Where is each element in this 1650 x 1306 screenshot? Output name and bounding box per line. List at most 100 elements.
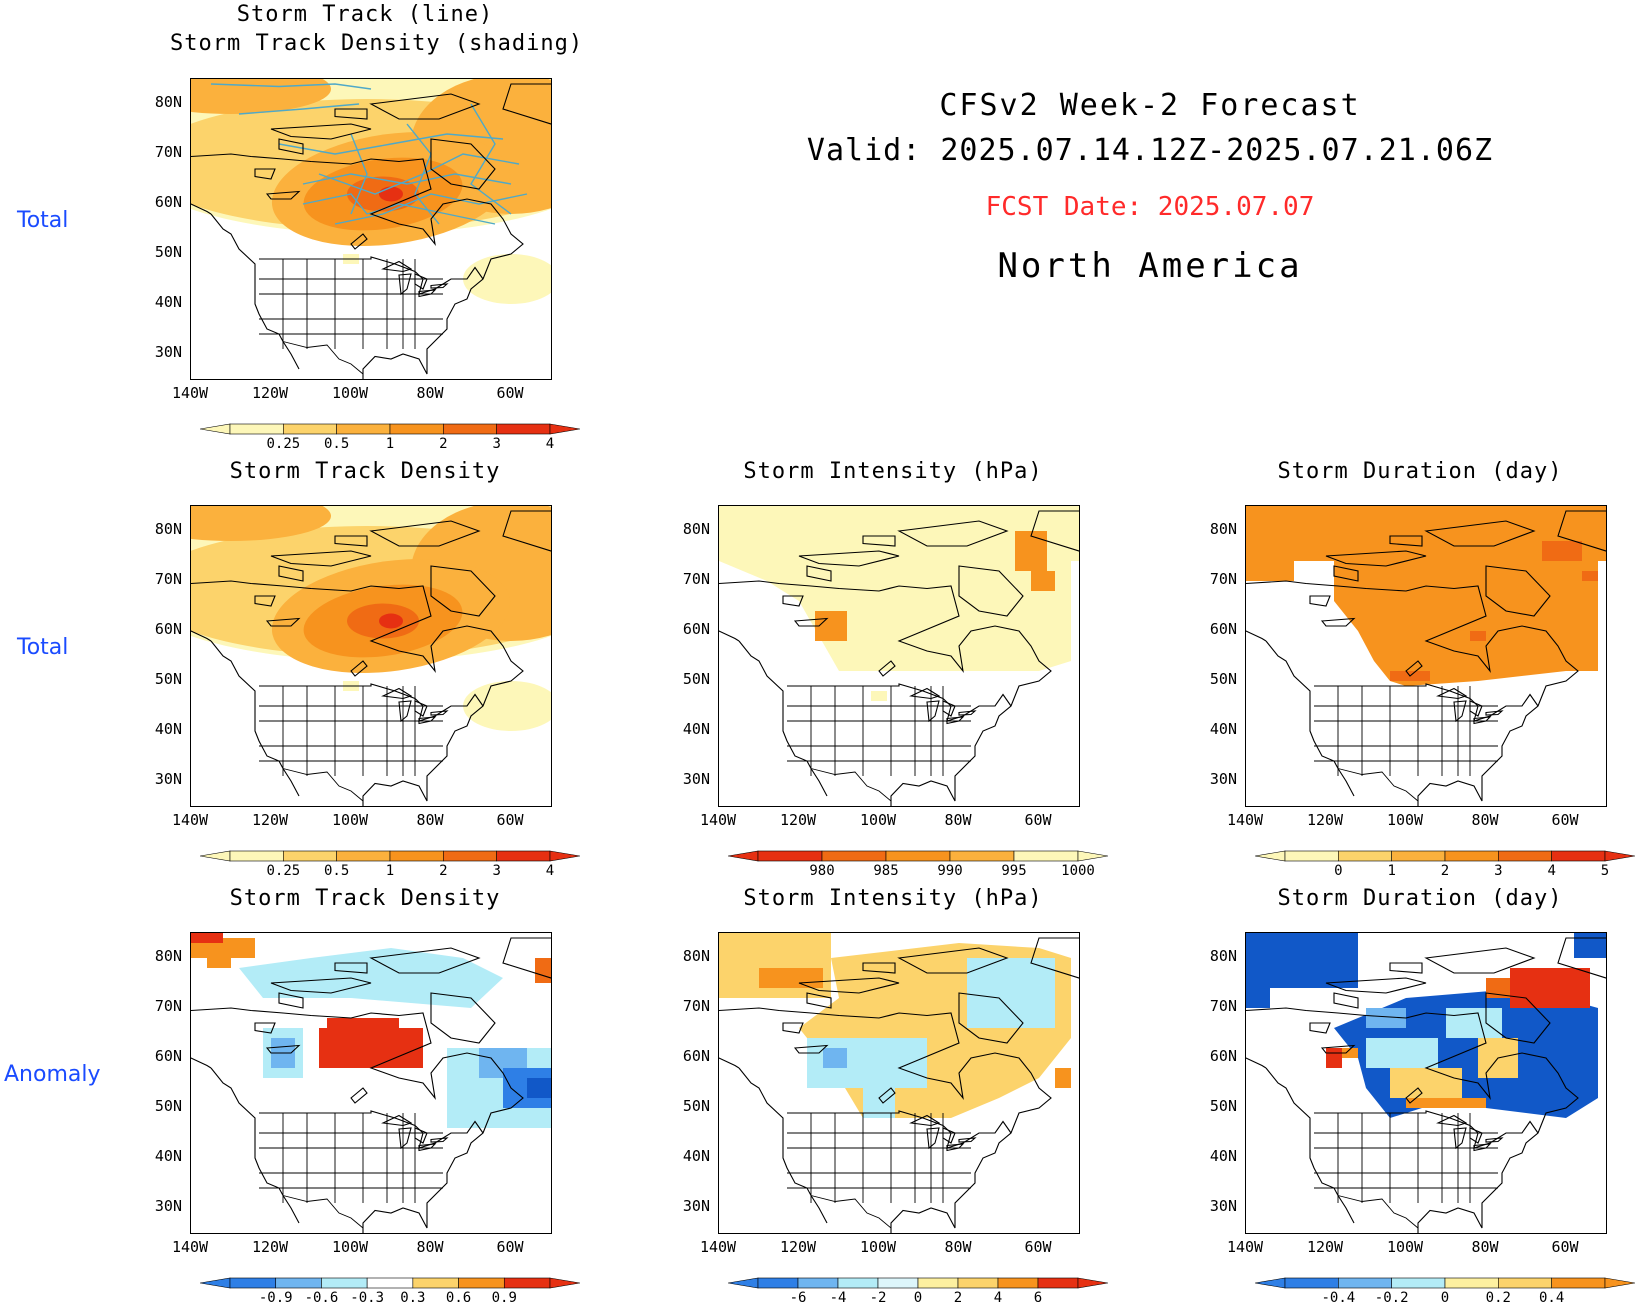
lat-tick-label: 70N [154, 997, 182, 1015]
colorbar-label: -0.3 [350, 1290, 384, 1306]
colorbar [200, 1277, 580, 1289]
colorbar-end-right [549, 423, 580, 435]
colorbar-segment [229, 1277, 277, 1289]
colorbar-label: 2 [439, 436, 448, 452]
lat-tick-label: 40N [154, 293, 182, 311]
colorbar-label: 1 [1387, 863, 1396, 879]
map-frame [1245, 505, 1607, 807]
lat-tick-label: 60N [682, 1047, 710, 1065]
colorbar-label: 0.4 [1539, 1290, 1565, 1306]
colorbar-end-right [549, 1277, 580, 1289]
row-label-anomaly: Anomaly [4, 1062, 101, 1087]
lat-tick-label: 50N [682, 1097, 710, 1115]
shading-layer [191, 933, 551, 1128]
lon-tick-label: 60W [496, 1238, 524, 1256]
shading-layer [191, 79, 551, 304]
lon-tick-label: 140W [699, 1238, 737, 1256]
lat-tick-label: 60N [154, 1047, 182, 1065]
map-frame [190, 932, 552, 1234]
colorbar-label: 0.5 [324, 863, 350, 879]
map-canvas [191, 506, 551, 806]
lat-tick-label: 30N [1209, 770, 1237, 788]
colorbar-segment [1338, 1277, 1392, 1289]
lat-tick-label: 80N [682, 520, 710, 538]
lat-tick-label: 50N [154, 243, 182, 261]
map-panel-intensity-total: Storm Intensity (hPa) 80N 70N 60N 50N 40N 30N 1… [568, 427, 1108, 879]
lat-tick-label: 40N [682, 720, 710, 738]
colorbar-label: 980 [809, 863, 835, 879]
shading-layer [719, 506, 1079, 701]
lat-tick-label: 30N [154, 1197, 182, 1215]
colorbar-label: 3 [492, 436, 501, 452]
lat-tick-label: 70N [154, 143, 182, 161]
lon-tick-label: 140W [699, 811, 737, 829]
colorbar-label: 0 [1440, 1290, 1450, 1306]
panel-title: Storm Duration (day) [1277, 459, 1563, 484]
lon-tick-label: 60W [496, 811, 524, 829]
colorbar-segment [797, 1277, 839, 1289]
shading-layer [191, 506, 551, 731]
colorbar-label: 0.6 [445, 1290, 472, 1306]
colorbar-end-right [1604, 1277, 1635, 1289]
lat-tick-label: 50N [154, 670, 182, 688]
lat-tick-label: 80N [1209, 947, 1237, 965]
lon-tick-label: 120W [779, 811, 817, 829]
map-frame [1245, 932, 1607, 1234]
colorbar-label: 0.2 [1485, 1290, 1511, 1306]
colorbar-segment [1498, 1277, 1552, 1289]
colorbar-label: 4 [545, 863, 555, 879]
row-label-total-1: Total [17, 208, 69, 233]
lon-tick-label: 120W [251, 384, 289, 402]
shading-layer [719, 933, 1071, 1118]
map-panel-duration-total: Storm Duration (day) 80N 70N 60N 50N 40N 30N 14… [1095, 427, 1635, 879]
colorbar-label: 1000 [1061, 863, 1095, 879]
lon-tick-label: 80W [944, 1238, 972, 1256]
row-label-total-2: Total [17, 635, 69, 660]
lon-tick-label: 140W [171, 811, 209, 829]
lon-tick-label: 120W [1306, 1238, 1344, 1256]
lon-tick-label: 120W [251, 1238, 289, 1256]
lat-tick-label: 50N [682, 670, 710, 688]
colorbar [728, 1277, 1108, 1289]
colorbar-label: 0.25 [266, 436, 301, 452]
map-canvas [191, 933, 551, 1233]
lat-tick-label: 80N [154, 520, 182, 538]
colorbar-end-left [1255, 1277, 1286, 1289]
colorbar-label: -0.6 [304, 1290, 339, 1306]
lat-tick-label: 60N [154, 193, 182, 211]
map-canvas [719, 933, 1079, 1233]
lon-tick-label: 100W [1386, 811, 1424, 829]
map-panel-track-total: Storm Track (line) Storm Track Density (s… [40, 0, 584, 452]
colorbar-label: 995 [1001, 863, 1027, 879]
lat-tick-label: 40N [682, 1147, 710, 1165]
lat-tick-label: 70N [1209, 997, 1237, 1015]
lat-tick-label: 70N [682, 997, 710, 1015]
lat-tick-label: 80N [154, 947, 182, 965]
panel-title: Storm Track Density (shading) [170, 31, 584, 56]
colorbar-label: 0.9 [491, 1290, 517, 1306]
forecast-date: FCST Date: 2025.07.07 [985, 192, 1315, 222]
colorbar-label: -0.4 [1321, 1290, 1356, 1306]
lon-tick-label: 120W [1306, 811, 1344, 829]
shading-layer [1246, 506, 1606, 686]
panel-title: Storm Intensity (hPa) [743, 886, 1043, 911]
lat-tick-label: 70N [1209, 570, 1237, 588]
lon-tick-label: 100W [859, 1238, 897, 1256]
map-frame [718, 505, 1080, 807]
map-frame [190, 505, 552, 807]
colorbar-label: 0 [1334, 863, 1343, 879]
lon-tick-label: 80W [944, 811, 972, 829]
map-canvas [191, 79, 551, 379]
colorbar [728, 850, 1108, 862]
lat-tick-label: 30N [154, 343, 182, 361]
map-panel-duration-anom: Storm Duration (day) 80N 70N 60N 50N 40N 30N 14… [1095, 854, 1635, 1306]
lon-tick-label: 60W [1551, 811, 1579, 829]
shading-layer [1246, 933, 1606, 1118]
lon-tick-label: 140W [1226, 811, 1264, 829]
lat-tick-label: 70N [154, 570, 182, 588]
colorbar-segment [412, 1277, 459, 1289]
lat-tick-label: 40N [1209, 720, 1237, 738]
lat-tick-label: 40N [154, 720, 182, 738]
map-canvas [719, 506, 1079, 806]
colorbar-end-right [1604, 850, 1635, 862]
